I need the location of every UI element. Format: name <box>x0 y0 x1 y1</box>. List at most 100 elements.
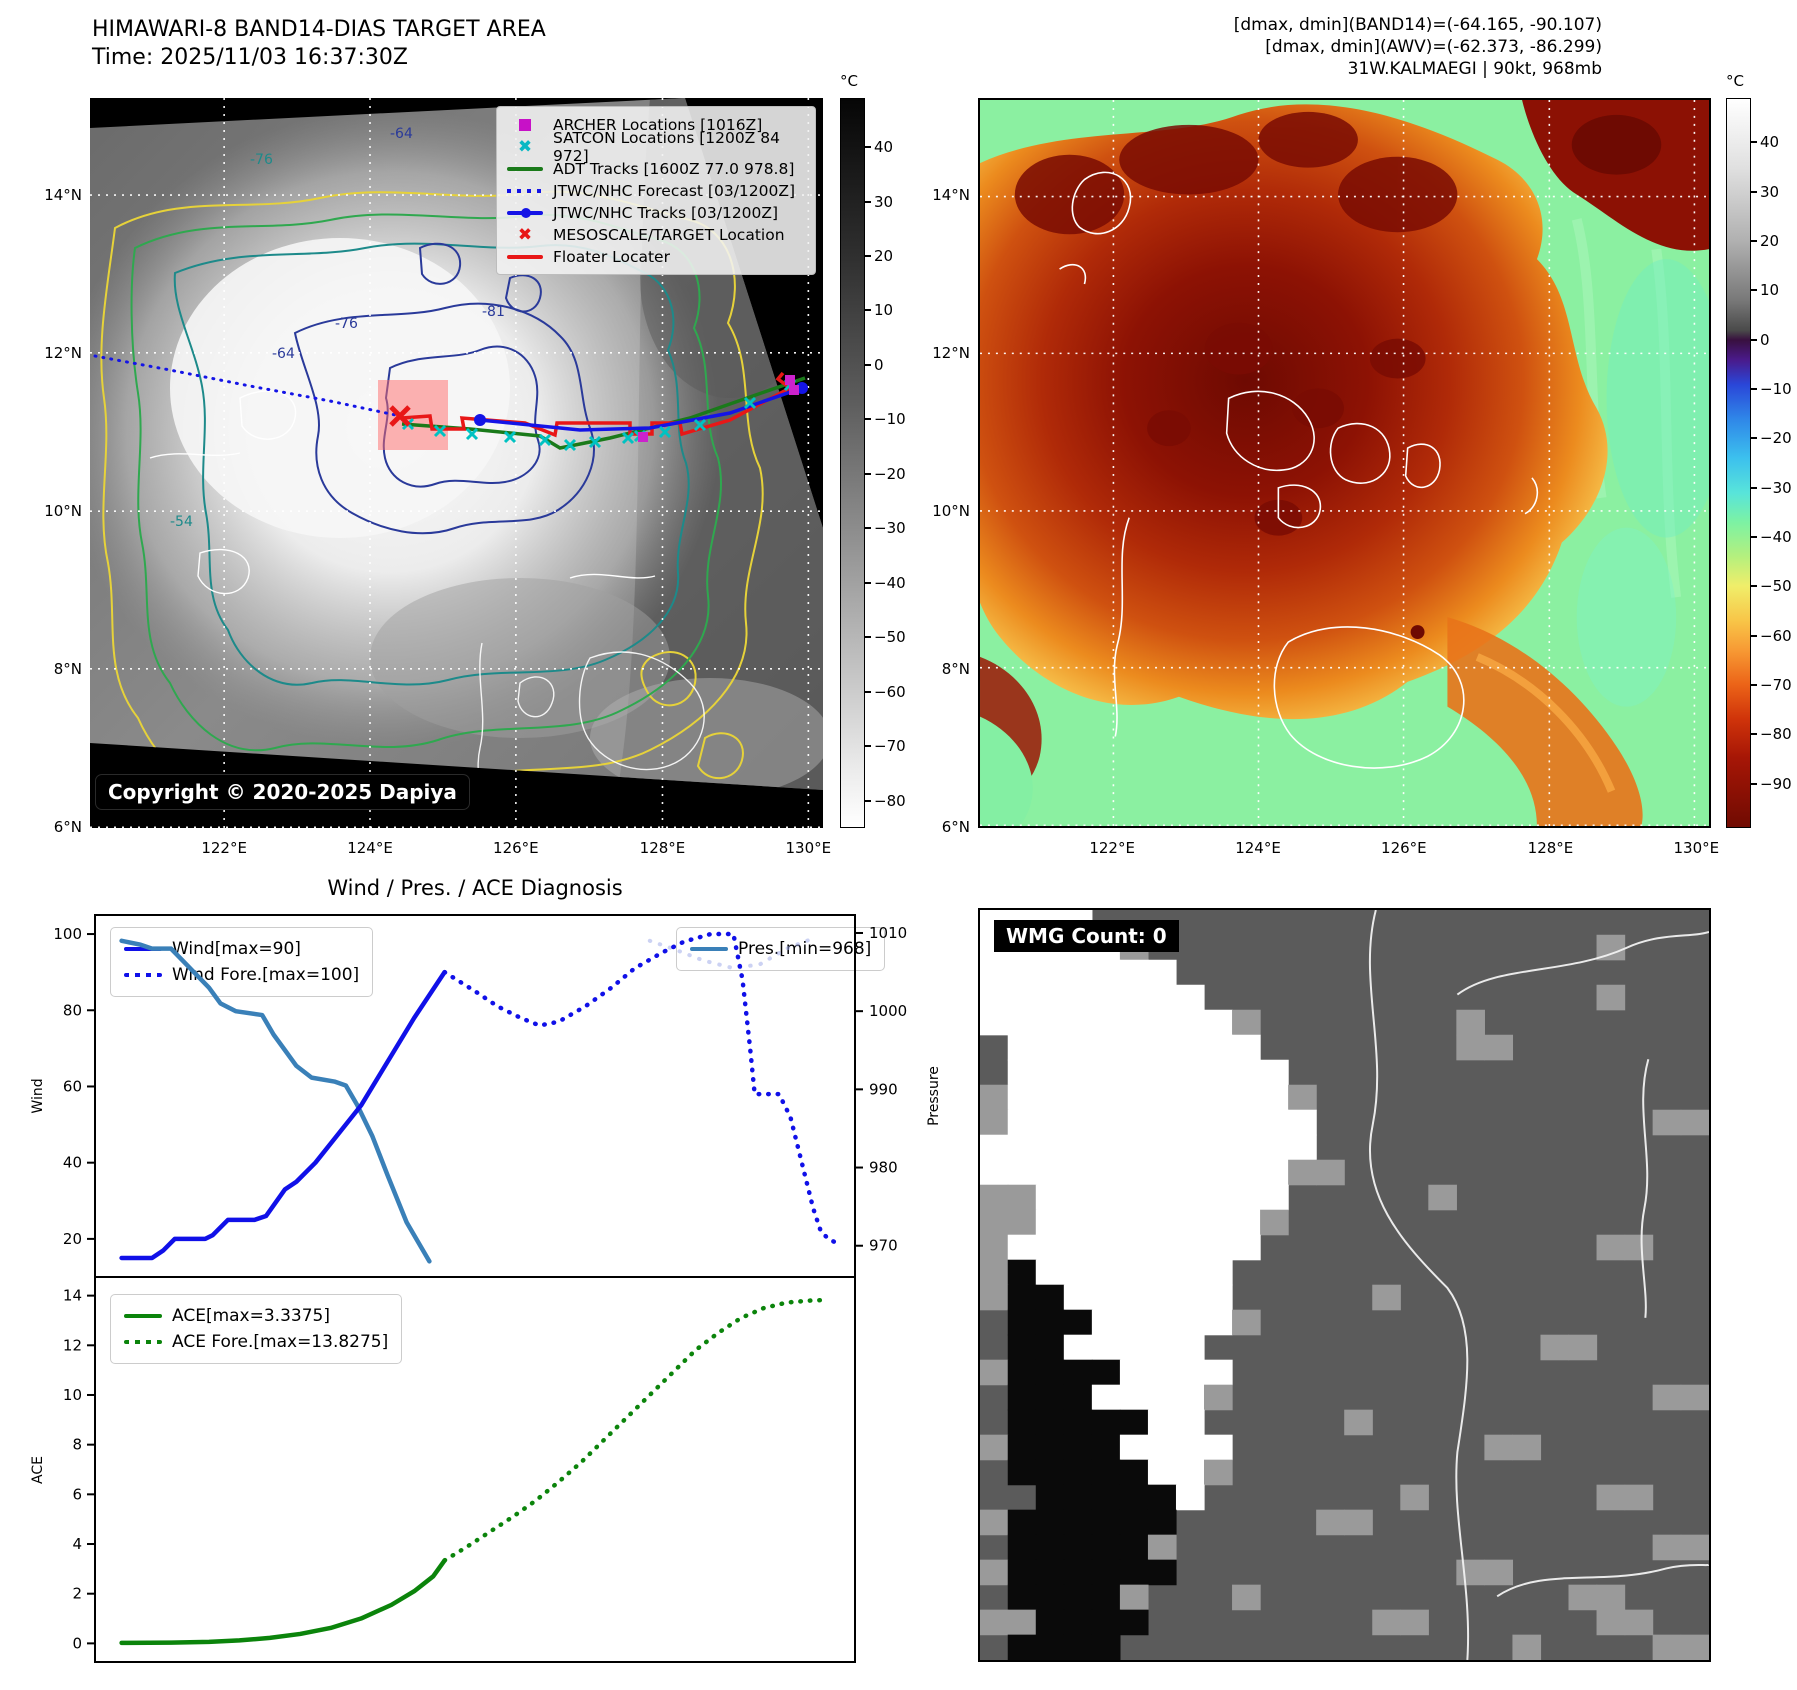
band14-colorbar-unit: °C <box>840 72 858 90</box>
awv-graticule <box>980 100 1709 826</box>
lat-label: 14°N <box>44 186 82 205</box>
colorbar-tick-label: 40 <box>1760 133 1780 152</box>
lat-label: 8°N <box>53 659 82 678</box>
map-legend-entry: Floater Locater <box>505 246 807 268</box>
wind-tick-label: 40 <box>63 1154 82 1172</box>
pressure-axis-label: Pressure <box>926 1066 942 1126</box>
colorbar-tick-label: −20 <box>1760 429 1792 448</box>
ace-tick-label: 2 <box>72 1585 82 1603</box>
ace-tick-label: 8 <box>72 1436 82 1454</box>
colorbar-tick-label: −30 <box>874 519 906 538</box>
meta-awv-range: [dmax, dmin](AWV)=(-62.373, -86.299) <box>1265 37 1602 57</box>
wind-tick-label: 60 <box>63 1077 82 1095</box>
lon-label: 128°E <box>639 839 686 857</box>
colorbar-tick-label: −30 <box>1760 478 1792 497</box>
satcon-marker <box>588 435 602 449</box>
colorbar-tick <box>865 799 871 802</box>
archer-marker <box>785 375 795 385</box>
map-legend-label: Floater Locater <box>553 248 670 266</box>
wind-line <box>119 969 447 1261</box>
colorbar-tick <box>865 745 871 748</box>
colorbar-tick <box>1751 240 1757 243</box>
pressure-line <box>119 938 432 1264</box>
map-legend-entry: JTWC/NHC Forecast [03/1200Z] <box>505 180 807 202</box>
colorbar-tick <box>1751 486 1757 489</box>
legend-line-icon <box>690 946 728 952</box>
contour-label: -81 <box>482 304 505 320</box>
chart-legend-label: Wind Fore.[max=100] <box>172 965 360 985</box>
map-legend-label: JTWC/NHC Tracks [03/1200Z] <box>553 204 779 222</box>
colorbar-tick <box>865 581 871 584</box>
contour-label: -54 <box>170 514 193 530</box>
colorbar-tick-label: −70 <box>874 737 906 756</box>
chart-legend-label: Wind[max=90] <box>172 939 301 959</box>
band14-map-legend: ARCHER Locations [1016Z] ✖ SATCON Location… <box>496 106 816 275</box>
satcon-marker <box>693 418 707 432</box>
ace-tick-label: 0 <box>72 1634 82 1652</box>
contour-label: -64 <box>390 126 413 142</box>
band14-colorbar <box>840 98 865 828</box>
lon-label: 122°E <box>1089 839 1135 857</box>
colorbar-tick <box>1751 141 1757 144</box>
lon-label: 126°E <box>493 839 539 857</box>
contour-label: -76 <box>335 316 358 332</box>
contour-label: -64 <box>272 346 295 362</box>
map-legend-entry: ADT Tracks [1600Z 77.0 978.8] <box>505 158 807 180</box>
chart-legend-label: Pres.[min=968] <box>738 939 872 959</box>
cold-spot-dot <box>1410 625 1425 640</box>
lat-label: 12°N <box>932 343 970 362</box>
awv-colorbar <box>1726 98 1751 828</box>
ace-line <box>119 1558 447 1646</box>
map-legend-label: ARCHER Locations [1016Z] <box>553 116 763 134</box>
colorbar-tick-label: 30 <box>1760 182 1780 201</box>
blue-dotted-icon <box>505 189 545 193</box>
colorbar-tick-label: −70 <box>1760 675 1792 694</box>
awv-colorbar-unit: °C <box>1726 72 1744 90</box>
chart-legend-entry: ACE Fore.[max=13.8275] <box>124 1329 388 1355</box>
wmg-coastlines <box>1368 910 1709 1660</box>
lon-label: 122°E <box>201 839 247 857</box>
chart-legend-label: ACE[max=3.3375] <box>172 1306 330 1326</box>
satcon-marker <box>563 438 577 452</box>
colorbar-tick-label: −90 <box>1760 774 1792 793</box>
colorbar-tick-label: −60 <box>1760 626 1792 645</box>
adt-track <box>401 376 806 450</box>
map-legend-label: SATCON Locations [1200Z 84 972] <box>553 129 780 165</box>
page-title-time: Time: 2025/11/03 16:37:30Z <box>92 45 408 70</box>
chart-title: Wind / Pres. / ACE Diagnosis <box>327 876 623 900</box>
colorbar-tick-label: −20 <box>874 464 906 483</box>
colorbar-tick-label: −40 <box>874 573 906 592</box>
magenta-square-icon <box>505 119 545 131</box>
archer-marker <box>789 385 799 395</box>
legend-line-icon <box>124 1339 162 1345</box>
mesoscale-target-box <box>378 380 448 450</box>
meta-band14-range: [dmax, dmin](BAND14)=(-64.165, -90.107) <box>1233 15 1602 35</box>
red-line-icon <box>505 255 545 259</box>
ace-chart-frame <box>94 1276 856 1663</box>
satcon-marker <box>538 433 552 447</box>
colorbar-tick <box>1751 437 1757 440</box>
lat-label: 8°N <box>941 659 970 678</box>
ace-axis-label: ACE <box>30 1456 46 1484</box>
satcon-marker <box>658 425 672 439</box>
chart-legend-entry: ACE[max=3.3375] <box>124 1303 388 1329</box>
colorbar-tick-label: 10 <box>874 301 894 320</box>
map-legend-label: ADT Tracks [1600Z 77.0 978.8] <box>553 160 795 178</box>
map-legend-label: JTWC/NHC Forecast [03/1200Z] <box>553 182 796 200</box>
colorbar-tick <box>865 636 871 639</box>
colorbar-tick <box>1751 782 1757 785</box>
ace-tick-label: 10 <box>63 1386 82 1404</box>
colorbar-tick <box>865 254 871 257</box>
page-title-line1: HIMAWARI-8 BAND14-DIAS TARGET AREA <box>92 17 546 42</box>
red-x-icon: ✖ <box>517 225 533 245</box>
colorbar-tick-label: 30 <box>874 192 894 211</box>
colorbar-tick-label: 10 <box>1760 281 1780 300</box>
map-legend-entry: ✖ MESOSCALE/TARGET Location <box>505 224 807 246</box>
ace-chart-legend: ACE[max=3.3375] ACE Fore.[max=13.8275] <box>110 1294 403 1364</box>
legend-line-icon <box>124 1313 162 1319</box>
legend-line-icon <box>124 946 162 952</box>
colorbar-tick <box>1751 634 1757 637</box>
colorbar-tick-label: −60 <box>874 682 906 701</box>
lon-label: 130°E <box>785 839 832 857</box>
